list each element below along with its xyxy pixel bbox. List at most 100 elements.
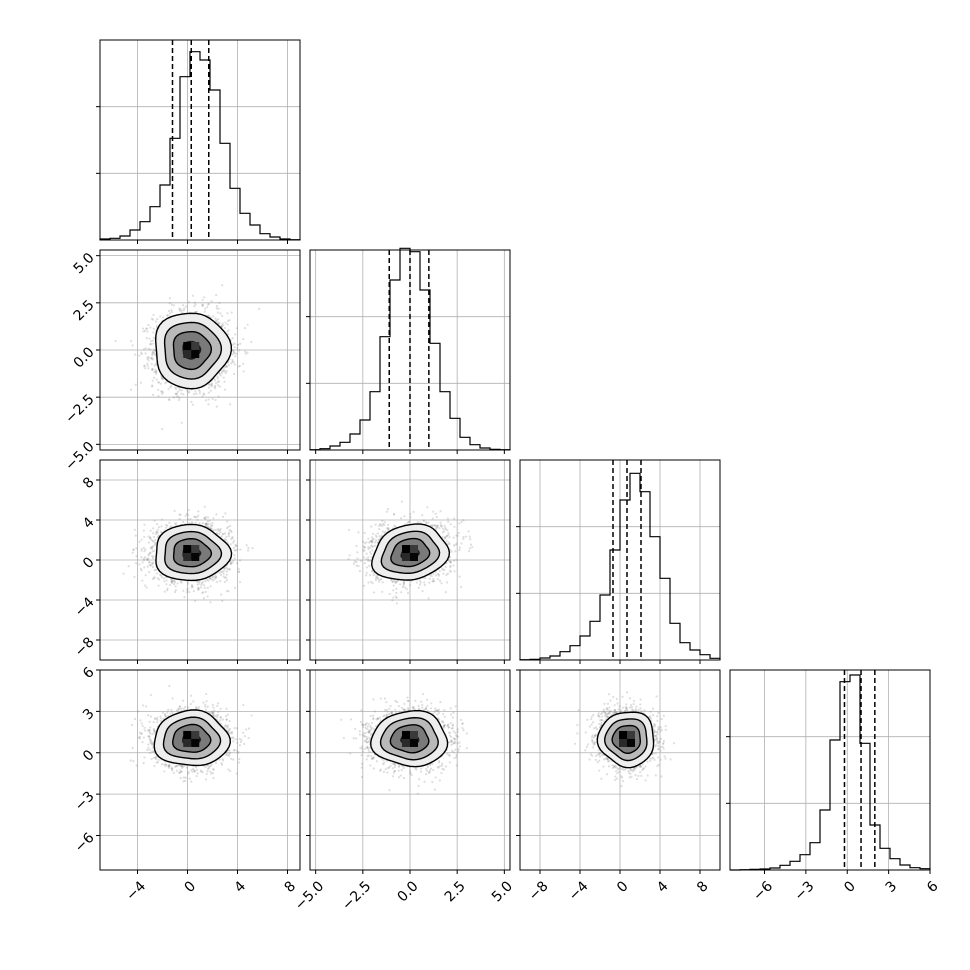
scatter-point xyxy=(149,552,152,555)
scatter-point xyxy=(147,557,150,560)
scatter-point xyxy=(152,527,155,530)
scatter-point xyxy=(151,550,154,553)
density-cell xyxy=(191,350,200,358)
scatter-point xyxy=(133,528,137,531)
scatter-point xyxy=(172,304,175,307)
scatter-point xyxy=(174,589,178,592)
scatter-point xyxy=(227,525,230,528)
scatter-point xyxy=(217,395,220,398)
scatter-point xyxy=(149,348,152,351)
scatter-point xyxy=(183,596,186,599)
scatter-point xyxy=(169,386,172,389)
scatter-point xyxy=(237,365,240,368)
scatter-point xyxy=(151,351,154,354)
scatter-point xyxy=(242,337,245,341)
scatter-point xyxy=(216,311,219,314)
scatter-point xyxy=(220,371,224,375)
scatter-point xyxy=(239,548,242,551)
scatter-point xyxy=(156,528,159,531)
scatter-point xyxy=(171,580,174,583)
scatter-point xyxy=(180,421,183,424)
scatter-point xyxy=(242,362,245,365)
scatter-point xyxy=(145,327,148,330)
scatter-point xyxy=(186,389,189,392)
scatter-point xyxy=(198,392,201,395)
scatter-point xyxy=(226,568,229,571)
scatter-point xyxy=(201,521,204,525)
scatter-point xyxy=(216,375,219,378)
scatter-point xyxy=(211,575,215,578)
scatter-point xyxy=(202,584,205,587)
scatter-point xyxy=(225,535,228,538)
scatter-point xyxy=(162,577,166,580)
scatter-point xyxy=(153,568,156,572)
scatter-point xyxy=(153,541,156,544)
scatter-point xyxy=(178,387,181,390)
scatter-point xyxy=(147,347,150,350)
scatter-point xyxy=(215,531,219,535)
scatter-point xyxy=(223,580,227,584)
scatter-point xyxy=(229,562,232,565)
scatter-point xyxy=(176,392,179,395)
scatter-point xyxy=(180,392,183,395)
scatter-point xyxy=(140,549,143,552)
scatter-point xyxy=(246,323,249,326)
scatter-point xyxy=(211,524,214,527)
scatter-point xyxy=(140,569,143,572)
scatter-point xyxy=(204,307,207,310)
scatter-point xyxy=(195,310,199,313)
scatter-point xyxy=(129,388,133,391)
scatter-point xyxy=(144,347,147,350)
scatter-point xyxy=(152,555,155,558)
x-tick-label: 0 xyxy=(841,878,859,896)
scatter-point xyxy=(167,387,170,391)
x-tick-label: −6 xyxy=(750,878,776,904)
scatter-point xyxy=(206,578,209,581)
scatter-point xyxy=(146,558,150,561)
scatter-point xyxy=(179,513,182,517)
scatter-point xyxy=(206,523,209,527)
x-tick-label: −3 xyxy=(792,878,818,904)
scatter-point xyxy=(143,364,146,367)
scatter-point xyxy=(221,322,224,325)
scatter-point xyxy=(153,549,156,552)
scatter-point xyxy=(168,398,171,402)
scatter-point xyxy=(216,318,220,321)
scatter-point xyxy=(231,360,234,363)
scatter-point xyxy=(229,561,233,565)
scatter-point xyxy=(225,579,229,582)
scatter-point xyxy=(185,512,188,515)
scatter-point xyxy=(152,545,155,548)
scatter-point xyxy=(161,377,164,380)
scatter-point xyxy=(182,520,185,524)
scatter-point xyxy=(219,530,222,534)
scatter-point xyxy=(227,531,231,534)
scatter-point xyxy=(170,580,173,583)
scatter-point xyxy=(160,576,164,579)
scatter-point xyxy=(146,362,149,365)
scatter-point xyxy=(142,529,145,532)
scatter-point xyxy=(229,403,232,406)
scatter-point xyxy=(153,370,156,374)
scatter-point xyxy=(244,352,248,355)
scatter-point xyxy=(134,562,138,565)
scatter-point xyxy=(149,326,152,329)
scatter-point xyxy=(204,399,208,402)
scatter-point xyxy=(191,585,194,589)
scatter-point xyxy=(148,560,151,564)
scatter-point xyxy=(210,300,213,303)
scatter-point xyxy=(227,364,231,367)
scatter-point xyxy=(201,305,204,308)
scatter-point xyxy=(133,575,136,579)
scatter-point xyxy=(149,342,152,346)
scatter-point xyxy=(167,309,171,313)
scatter-point xyxy=(160,525,163,528)
scatter-point xyxy=(178,513,181,516)
density-cell xyxy=(191,545,200,553)
scatter-point xyxy=(142,330,145,333)
scatter-point xyxy=(147,356,150,359)
scatter-point xyxy=(220,324,223,327)
scatter-point xyxy=(194,390,197,393)
y-tick-label: −2.5 xyxy=(62,392,97,427)
scatter-point xyxy=(146,330,149,333)
